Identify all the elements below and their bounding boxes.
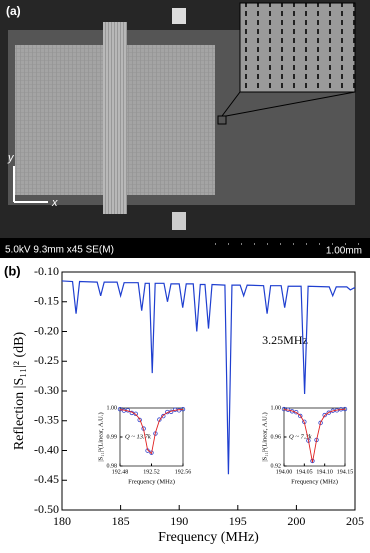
data-point bbox=[322, 412, 327, 418]
y-tick-label: -0.15 bbox=[34, 294, 59, 308]
x-tick-label: 194.15 bbox=[337, 469, 354, 475]
data-point bbox=[117, 406, 123, 412]
data-line bbox=[283, 408, 346, 463]
panel-label: (a) bbox=[6, 4, 21, 18]
data-point bbox=[318, 420, 323, 426]
bottom-pad bbox=[172, 212, 186, 230]
y-tick-label: -0.20 bbox=[34, 323, 59, 337]
annotation: 3.25MHz bbox=[262, 333, 308, 347]
y-tick-label: -0.30 bbox=[34, 383, 59, 397]
annotation: Q ~ 7.3k bbox=[289, 433, 312, 440]
data-point bbox=[137, 417, 142, 423]
data-point bbox=[326, 410, 331, 415]
panel-label: (b) bbox=[4, 263, 21, 278]
y-tick-label: 1.00 bbox=[107, 405, 118, 411]
y-tick-label: 1.00 bbox=[271, 405, 282, 411]
plot-area bbox=[283, 407, 346, 467]
top-pad bbox=[172, 8, 186, 24]
y-axis-label: Reflection |S₁₁|² (dB) bbox=[12, 332, 27, 451]
x-tick-label: 194.05 bbox=[296, 469, 313, 475]
sem-image: y x (a) 5.0kV 9.3mm x45 SE(M) 1.00mm bbox=[0, 0, 370, 258]
x-tick-label: 192.52 bbox=[143, 469, 160, 475]
data-point bbox=[281, 406, 287, 412]
data-line bbox=[119, 409, 184, 455]
x-tick-label: 180 bbox=[53, 514, 71, 528]
data-point bbox=[149, 450, 154, 455]
y-axis-label: |S₁₁|²(Linear, A.U.) bbox=[261, 412, 268, 461]
data-point bbox=[161, 413, 166, 419]
x-axis-label: Frequency (MHz) bbox=[158, 530, 259, 545]
y-tick-label: -0.50 bbox=[34, 502, 59, 516]
y-tick-label: -0.25 bbox=[34, 353, 59, 367]
x-tick-label: 192.56 bbox=[175, 469, 192, 475]
info-bar bbox=[0, 238, 370, 258]
x-tick-label: 195 bbox=[229, 514, 247, 528]
y-tick-label: -0.10 bbox=[34, 264, 59, 278]
scale-text: 1.00mm bbox=[326, 246, 362, 257]
annotation: Q ~ 13.7k bbox=[125, 433, 151, 440]
x-axis-label: Frequency (MHz) bbox=[128, 478, 175, 485]
x-tick-label: 192.48 bbox=[112, 469, 129, 475]
y-tick-label: -0.35 bbox=[34, 413, 59, 427]
center-strip bbox=[103, 22, 127, 214]
y-tick-label: 0.92 bbox=[271, 463, 282, 469]
info-text: 5.0kV 9.3mm x45 SE(M) bbox=[5, 245, 114, 256]
y-tick-label: -0.45 bbox=[34, 472, 59, 486]
zoom-line bbox=[225, 91, 356, 117]
zoom-inset bbox=[239, 2, 356, 93]
data-point bbox=[298, 413, 303, 419]
y-tick-label: 0.98 bbox=[107, 463, 118, 469]
y-tick-label: 0.96 bbox=[271, 434, 282, 440]
zoom-line bbox=[221, 91, 241, 117]
y-tick-label: -0.40 bbox=[34, 442, 59, 456]
axis-x-label: x bbox=[51, 197, 58, 209]
x-tick-label: 185 bbox=[112, 514, 130, 528]
data-line bbox=[61, 280, 356, 475]
data-point bbox=[310, 458, 315, 464]
x-tick-label: 190 bbox=[170, 514, 188, 528]
y-axis-label: |S₁₁|²(Linear, A.U.) bbox=[97, 412, 104, 461]
x-tick-label: 205 bbox=[346, 514, 364, 528]
axis-y-label: y bbox=[7, 152, 15, 164]
x-axis-label: Frequency (MHz) bbox=[291, 478, 338, 485]
x-tick-label: 194.10 bbox=[316, 469, 333, 475]
x-tick-label: 194.00 bbox=[276, 469, 293, 475]
y-tick-label: 0.99 bbox=[107, 434, 118, 440]
x-tick-label: 200 bbox=[287, 514, 305, 528]
